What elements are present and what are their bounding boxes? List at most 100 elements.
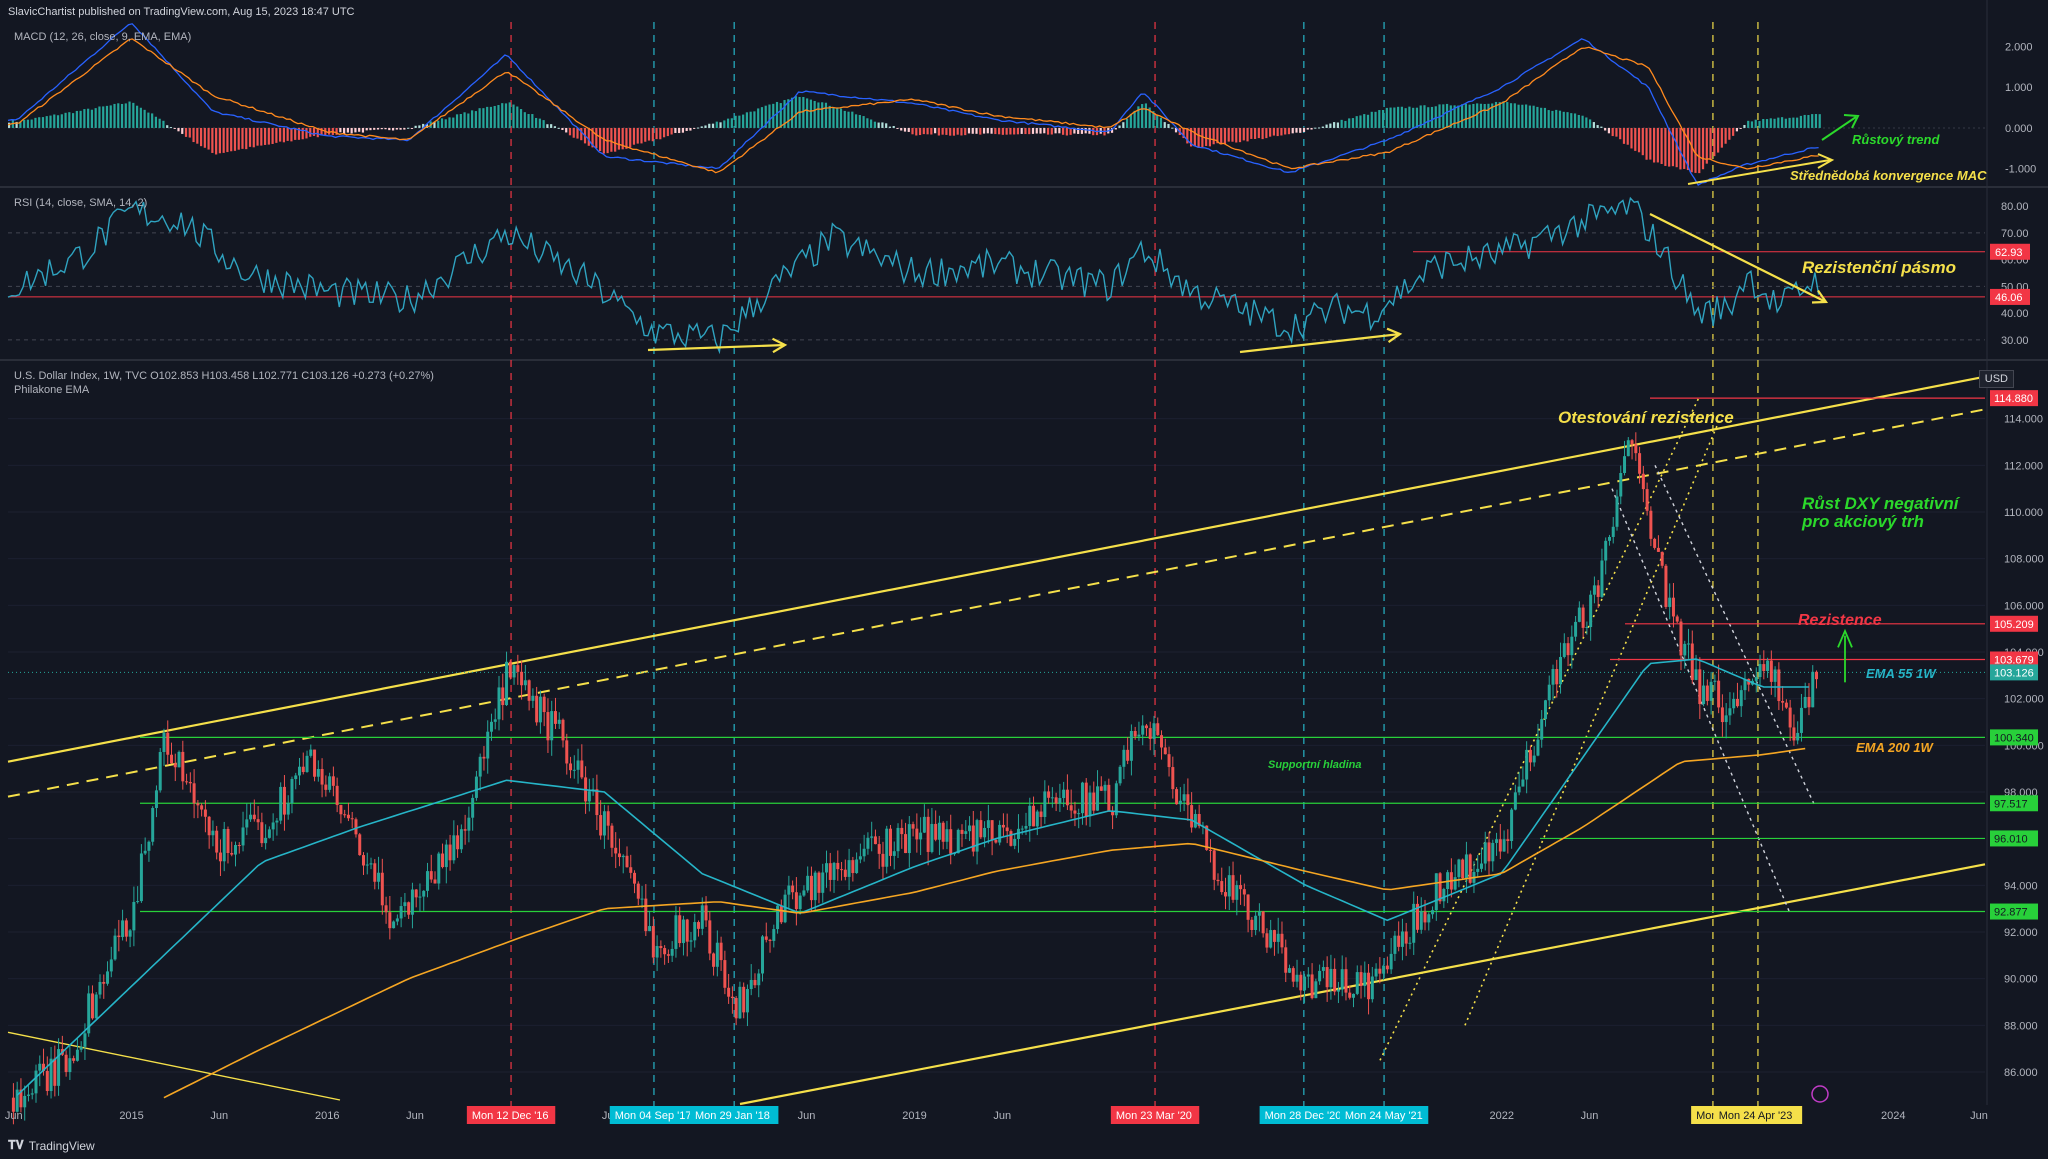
macd-histogram-bar — [678, 127, 681, 134]
macd-histogram-bar — [1393, 107, 1396, 128]
rsi-tick-label: 70.00 — [2001, 228, 2029, 240]
macd-histogram-bar — [685, 127, 688, 131]
candle-body — [1687, 643, 1691, 645]
macd-histogram-bar — [380, 127, 383, 130]
macd-histogram-bar — [1351, 118, 1355, 128]
macd-histogram-bar — [614, 127, 617, 152]
annotation-ema200: EMA 200 1W — [1856, 740, 1933, 755]
candle-body — [1291, 968, 1295, 982]
macd-tick-label: 1.000 — [2005, 82, 2033, 94]
candle-body — [580, 760, 584, 778]
candle-body — [1796, 732, 1800, 741]
macd-histogram-bar — [1637, 127, 1641, 153]
macd-histogram-bar — [410, 127, 413, 129]
macd-histogram-bar — [1814, 114, 1818, 128]
macd-histogram-bar — [621, 127, 624, 150]
rsi-arrow-1 — [1239, 332, 1401, 354]
macd-histogram-bar — [1709, 127, 1712, 160]
candle-body — [821, 872, 825, 893]
macd-histogram-bar — [934, 127, 937, 134]
axes: 2.0001.0000.000-1.00080.0070.0060.0050.0… — [5, 41, 2044, 1124]
symbol-legend[interactable]: U.S. Dollar Index, 1W, TVC O102.853 H103… — [14, 370, 434, 382]
candle-body — [1574, 621, 1578, 637]
candle-body — [873, 836, 877, 845]
macd-histogram-bar — [1321, 126, 1324, 128]
candle-body — [328, 776, 332, 790]
candle-body — [508, 661, 512, 678]
candle-body — [1702, 685, 1706, 705]
candle-body — [621, 855, 625, 858]
macd-histogram-bar — [1272, 127, 1275, 136]
candle-body — [354, 819, 358, 835]
macd-histogram-bar — [598, 127, 602, 152]
macd-histogram-bar — [455, 114, 459, 128]
macd-histogram-bar — [1630, 127, 1633, 149]
candle-body — [501, 687, 505, 706]
candle-body — [994, 839, 998, 843]
macd-histogram-bar — [749, 111, 752, 128]
macd-histogram-bar — [1668, 127, 1671, 167]
macd-histogram-bar — [572, 127, 575, 138]
rsi-legend[interactable]: RSI (14, close, SMA, 14, 2) — [14, 197, 148, 209]
macd-histogram-bar — [1453, 105, 1456, 128]
macd-histogram-bar — [851, 111, 854, 128]
macd-histogram-bar — [297, 127, 301, 140]
indicator-legend[interactable]: Philakone EMA — [14, 384, 90, 396]
candle-body — [907, 824, 911, 854]
macd-histogram-bar — [1400, 106, 1403, 128]
macd-legend[interactable]: MACD (12, 26, close, 9, EMA, EMA) — [14, 31, 192, 43]
price-tick-label: 92.000 — [2004, 927, 2038, 939]
price-level-badge — [1990, 830, 2038, 847]
currency-badge[interactable]: USD — [1978, 370, 2014, 388]
macd-histogram-bar — [1125, 118, 1129, 128]
candle-body — [57, 1049, 61, 1086]
macd-histogram-bar — [301, 127, 304, 140]
time-badge-label: Mon 23 Mar '20 — [1116, 1110, 1192, 1122]
macd-histogram-bar — [199, 127, 203, 147]
time-tick-label: Jun — [210, 1110, 228, 1122]
macd-histogram-bar — [730, 118, 733, 128]
macd-histogram-bar — [1284, 127, 1287, 135]
macd-histogram-bar — [1807, 115, 1810, 128]
rsi-arrow-0 — [647, 343, 786, 352]
macd-histogram-bar — [644, 127, 647, 142]
candle-body — [234, 845, 238, 855]
candle-body — [1630, 440, 1634, 445]
candle-body — [768, 939, 772, 941]
macd-histogram-bar — [1415, 107, 1419, 128]
macd-histogram-bar — [1193, 127, 1196, 147]
macd-histogram-bar — [1792, 117, 1795, 128]
macd-histogram-bar — [806, 98, 809, 128]
macd-histogram-bar — [1600, 126, 1603, 128]
macd-histogram-bar — [888, 126, 892, 128]
candle-body — [245, 819, 249, 828]
candle-body — [1784, 702, 1788, 708]
macd-histogram-bar — [591, 127, 594, 148]
candle-body — [1385, 965, 1389, 970]
candle-body — [34, 1070, 38, 1094]
candle-body — [1035, 811, 1039, 827]
price-level-label: 97.517 — [1994, 798, 2028, 810]
macd-histogram-bar — [1581, 115, 1584, 128]
candle-body — [377, 872, 381, 882]
macd-histogram-bar — [489, 106, 493, 128]
macd-histogram-bar — [1073, 127, 1076, 134]
tradingview-footer[interactable]: 𝐓𝐕 TradingView — [8, 1138, 95, 1153]
candle-body — [456, 835, 460, 850]
candle-body — [249, 814, 253, 820]
macd-histogram-bar — [177, 127, 180, 132]
candle-body — [1005, 827, 1009, 832]
candle-body — [979, 820, 983, 838]
macd-histogram-bar — [113, 103, 116, 128]
macd-histogram-bar — [1205, 127, 1208, 146]
candle-body — [1570, 636, 1574, 656]
macd-histogram-bar — [1739, 127, 1742, 129]
candle-body — [83, 1033, 87, 1047]
price-tick-label: 88.000 — [2004, 1020, 2038, 1032]
candle-body — [1811, 671, 1815, 708]
macd-convergence-arrow — [1687, 159, 1831, 185]
macd-histogram-bar — [1652, 127, 1656, 163]
candle-body — [1114, 783, 1118, 816]
candle-body — [136, 901, 140, 903]
macd-histogram-bar — [444, 119, 447, 128]
